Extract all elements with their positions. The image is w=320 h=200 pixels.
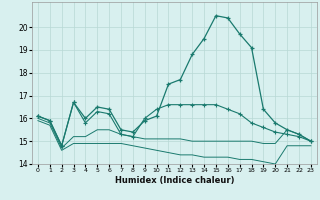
X-axis label: Humidex (Indice chaleur): Humidex (Indice chaleur) xyxy=(115,176,234,185)
